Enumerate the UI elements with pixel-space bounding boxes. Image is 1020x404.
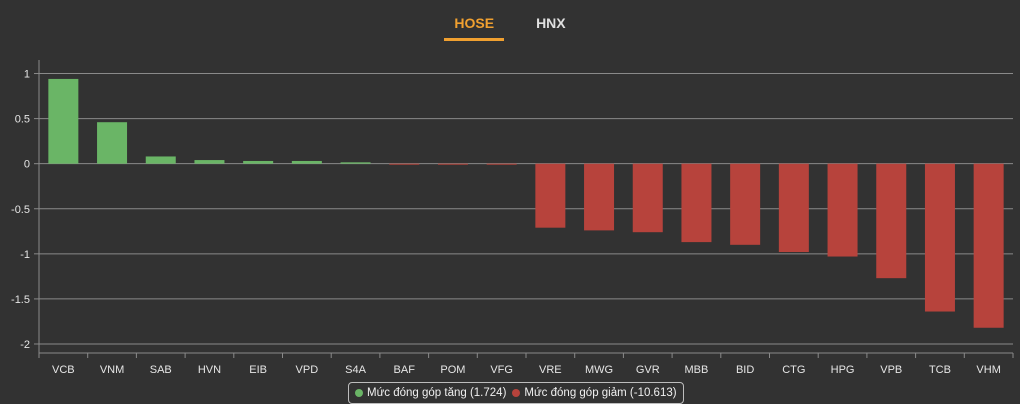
bar [97,122,128,164]
x-tick-label: POM [440,364,465,376]
bar [437,163,468,165]
bar [924,163,955,312]
bar [827,163,858,257]
bar [632,163,663,233]
bar [48,78,79,164]
bar [389,163,420,165]
bar [486,163,517,165]
legend-label-decrease: Mức đóng góp giảm (-10.613) [524,387,677,399]
y-tick-label: 1 [24,69,30,81]
x-tick-label: CTG [782,364,805,376]
x-tick-label: EIB [249,364,267,376]
x-tick-label: TCB [929,364,951,376]
bar [243,160,274,164]
y-tick-label: -1.5 [11,294,30,306]
x-tick-label: VPB [880,364,902,376]
exchange-tabs: HOSE HNX [0,12,1020,41]
y-tick-label: -1 [20,249,30,261]
bar [876,163,907,279]
bar [535,163,566,228]
bar [973,163,1004,328]
legend-dot-red-icon [512,389,521,397]
x-tick-label: HVN [198,364,221,376]
contribution-bar-chart: 1 0.5 0 -0.5 -1 -1.5 -2 VCB VNM SAB HVN EIB VPD S4A BA… [11,60,1014,376]
x-tick-label: MBB [685,364,709,376]
y-tick-label: 0.5 [15,114,30,126]
x-tick-label: VRE [539,364,562,376]
tab-hnx[interactable]: HNX [536,15,566,31]
bar [778,163,809,253]
legend-item-decrease[interactable]: Mức đóng góp giảm (-10.613) [512,387,677,399]
x-tick-label: GVR [636,364,660,376]
chart-legend: Mức đóng góp tăng (1.724) Mức đóng góp g… [348,382,684,404]
bar [291,160,322,164]
x-tick-label: HPG [831,364,855,376]
x-tick-label: VFG [490,364,513,376]
x-tick-label: MWG [585,364,613,376]
legend-dot-green-icon [355,389,363,397]
bar [730,163,761,245]
bar [340,162,371,164]
x-tick-label: VCB [52,364,75,376]
legend-label-increase: Mức đóng góp tăng (1.724) [367,387,507,399]
bar [194,160,225,164]
x-tick-label: BAF [394,364,416,376]
tab-hose[interactable]: HOSE [444,12,505,41]
bar [584,163,615,231]
bar [145,156,176,164]
bar [681,163,712,243]
x-tick-label: SAB [150,364,172,376]
x-tick-label: S4A [345,364,366,376]
x-tick-label: VPD [296,364,319,376]
legend-item-increase[interactable]: Mức đóng góp tăng (1.724) [355,387,506,399]
x-tick-label: VHM [976,364,1000,376]
y-tick-label: 0 [24,159,30,171]
y-tick-label: -2 [20,339,30,351]
x-tick-label: BID [736,364,754,376]
y-tick-label: -0.5 [11,204,30,216]
x-tick-label: VNM [100,364,124,376]
